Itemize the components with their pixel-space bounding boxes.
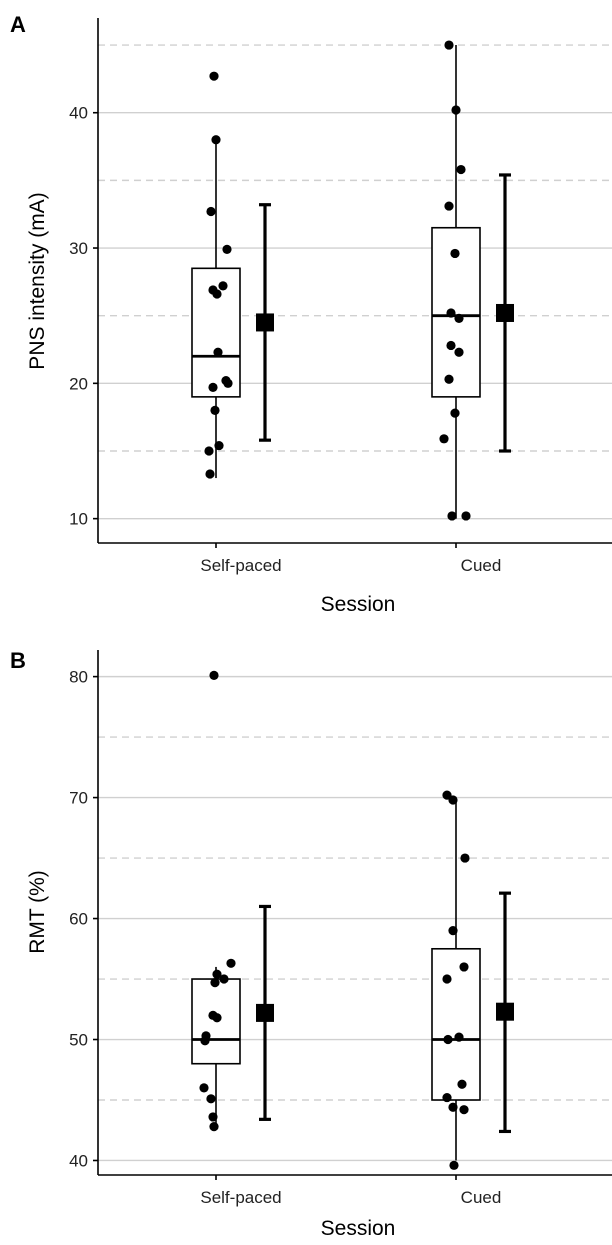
y-tick-label: 60 <box>69 910 88 929</box>
y-tick-label: 30 <box>69 239 88 258</box>
data-point <box>210 978 220 988</box>
data-point <box>450 408 460 418</box>
axes-b <box>93 650 612 1180</box>
data-point <box>222 244 232 254</box>
mean-marker <box>256 313 274 332</box>
data-point <box>208 382 218 392</box>
data-point <box>209 71 219 81</box>
y-tick-label: 70 <box>69 789 88 808</box>
data-point <box>446 308 456 318</box>
x-tick-label: Cued <box>461 556 502 575</box>
data-point <box>200 1036 210 1046</box>
data-point <box>459 962 469 972</box>
data-point <box>444 40 454 50</box>
data-point <box>206 206 216 217</box>
data-point <box>209 670 219 681</box>
x-tick-label: Cued <box>461 1188 502 1207</box>
y-axis-title-a: PNS intensity (mA) <box>26 192 49 369</box>
grid-b <box>98 675 612 1162</box>
data-point <box>211 135 221 145</box>
data-point <box>206 1094 216 1104</box>
panel-b: B 40 50 60 70 80 Self-paced Cued Session RMT (… <box>10 648 612 1240</box>
data-point <box>226 958 236 968</box>
marks-a <box>191 40 514 521</box>
data-point <box>442 974 452 984</box>
data-point <box>213 347 223 357</box>
mean-marker <box>496 303 514 322</box>
x-axis-title-b: Session <box>321 1217 396 1240</box>
grid-a <box>98 44 612 520</box>
x-axis-title-a: Session <box>321 593 396 616</box>
data-point <box>442 1092 452 1103</box>
data-point <box>443 1034 453 1045</box>
data-point <box>205 469 215 479</box>
data-point <box>446 340 456 351</box>
data-point <box>444 374 454 384</box>
data-point <box>459 1105 469 1115</box>
panel-a: A 10 20 30 40 Self-paced Cued Session PNS int… <box>10 12 612 616</box>
axes-a <box>93 18 612 548</box>
data-point <box>447 511 457 521</box>
mean-marker <box>496 1002 514 1021</box>
y-tick-label: 10 <box>69 510 88 529</box>
data-point <box>461 511 471 521</box>
data-point <box>457 1079 467 1089</box>
data-point <box>212 289 222 299</box>
y-tick-label: 50 <box>69 1031 88 1050</box>
data-point <box>448 795 458 805</box>
y-tick-label: 40 <box>69 104 88 123</box>
data-point <box>218 281 228 291</box>
panel-letter-a: A <box>10 12 26 37</box>
data-point <box>204 446 214 456</box>
data-point <box>449 1160 459 1170</box>
data-point <box>212 969 222 979</box>
labels-a: 10 20 30 40 Self-paced Cued <box>69 104 501 575</box>
data-point <box>209 1122 219 1132</box>
data-point <box>214 440 224 451</box>
x-tick-label: Self-paced <box>200 1188 281 1207</box>
data-point <box>454 347 464 357</box>
mean-marker <box>256 1003 274 1022</box>
x-tick-label: Self-paced <box>200 556 281 575</box>
data-point <box>456 164 466 175</box>
data-point <box>450 248 460 259</box>
box-iqr <box>431 947 481 1101</box>
data-point <box>219 974 229 984</box>
data-point <box>451 105 461 115</box>
data-point <box>210 405 220 415</box>
y-tick-label: 40 <box>69 1151 88 1170</box>
data-point <box>223 378 233 388</box>
y-tick-label: 80 <box>69 668 88 687</box>
data-point <box>212 1013 222 1023</box>
data-point <box>439 434 449 444</box>
data-point <box>454 313 464 323</box>
data-point <box>448 1102 458 1112</box>
data-point <box>199 1083 209 1093</box>
panel-letter-b: B <box>10 648 26 673</box>
data-point <box>448 926 458 936</box>
data-point <box>208 1112 218 1122</box>
marks-b <box>191 670 514 1170</box>
y-axis-title-b: RMT (%) <box>26 870 49 954</box>
data-point <box>454 1032 464 1042</box>
y-tick-label: 20 <box>69 374 88 393</box>
data-point <box>460 853 470 863</box>
labels-b: 40 50 60 70 80 Self-paced Cued <box>69 668 501 1207</box>
data-point <box>444 201 454 211</box>
